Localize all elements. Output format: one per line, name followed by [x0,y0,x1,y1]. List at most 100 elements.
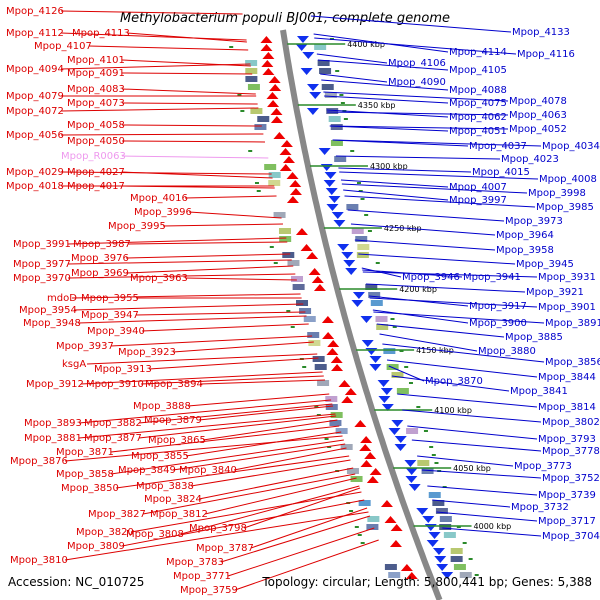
feature-dot [256,190,261,192]
forward-gene-block [282,252,295,258]
reverse-gene-block [376,324,389,330]
reverse-gene-arrow [361,340,374,347]
feature-dot [290,326,295,328]
gene-label-forward: Mpop_4113 [72,28,130,39]
gene-label-reverse: Mpop_3921 [526,287,584,298]
forward-gene-block [367,516,380,522]
gene-label-forward: Mpop_3954 [19,305,77,316]
reverse-gene-arrow [328,196,341,203]
feature-dot [429,446,434,448]
leader-line-reverse [432,499,511,508]
gene-label-forward: Mpop_4050 [67,136,125,147]
reverse-gene-arrow [295,44,308,51]
gene-label-reverse: Mpop_3973 [505,216,563,227]
reverse-gene-block [432,500,445,506]
reverse-gene-arrow [369,364,382,371]
right-label-leaders [310,15,545,537]
feature-dot [356,182,361,184]
reverse-gene-arrow [441,572,454,579]
gene-label-reverse: Mpop_3997 [449,195,507,206]
forward-gene-block [268,172,281,178]
leader-line-forward [64,511,369,561]
leader-line-reverse [323,91,509,102]
reverse-gene-block [391,372,404,378]
leader-line-forward [125,253,291,259]
feature-dot [340,102,345,104]
feature-dot [335,70,340,72]
leader-line-reverse [338,167,472,173]
reverse-gene-arrow [369,356,382,363]
forward-gene-block [287,260,300,266]
gene-label-forward: Mpop_3771 [173,571,231,582]
leader-line-forward [184,277,297,281]
leader-line-forward [204,477,357,515]
gene-label-forward: Mpop_4091 [67,68,125,79]
gene-label-forward: Mpop_3849 [118,465,176,476]
leader-line-forward [88,45,249,51]
leader-line-forward [199,379,325,385]
reverse-gene-block [396,388,409,394]
gene-label-forward: Mpop_4016 [130,193,188,204]
forward-gene-arrow [289,180,302,187]
leader-line-forward [121,499,365,547]
reverse-gene-block [328,116,341,122]
forward-gene-arrow [273,132,286,139]
tick-label: 4350 kbp [358,101,396,110]
leader-line-forward [78,399,332,424]
gene-label-reverse: Mpop_3931 [538,272,596,283]
backbone [280,29,443,600]
leader-line-reverse [335,155,501,160]
reverse-gene-arrow [404,460,417,467]
reverse-gene-arrow [365,348,378,355]
gene-label-forward: Mpop_4094 [6,64,64,75]
leader-line-forward [202,419,338,441]
reverse-gene-block [334,156,347,162]
reverse-gene-arrow [351,300,364,307]
gene-label-forward: Mpop_3913 [94,364,152,375]
forward-gene-arrow [321,316,334,323]
gene-label-reverse: Mpop_3778 [542,446,600,457]
map-title: Methylobacterium populi BJ001, complete … [120,11,450,26]
feature-dot [434,462,439,464]
leader-line-reverse [372,309,469,324]
reverse-gene-arrow [341,252,354,259]
forward-gene-block [303,316,316,322]
leader-line-reverse [332,139,542,147]
gene-label-reverse: Mpop_4037 [469,141,527,152]
forward-gene-arrow [380,500,393,507]
feature-dot [327,446,332,448]
forward-gene-arrow [261,60,274,67]
leader-line-forward [60,107,259,112]
reverse-gene-arrow [309,92,322,99]
leader-line-reverse [329,125,449,132]
gene-label-reverse: Mpop_4023 [501,154,559,165]
reverse-gene-block [459,572,472,578]
gene-label-reverse: Mpop_4116 [517,49,575,60]
gene-label-reverse: Mpop_3752 [542,473,600,484]
reverse-gene-block [439,516,452,522]
reverse-gene-block [330,124,343,130]
leader-line-forward [190,459,351,487]
leader-line-forward [121,72,253,75]
forward-gene-arrow [360,460,373,467]
gene-label-reverse: Mpop_4078 [509,96,567,107]
reverse-gene-block [319,68,332,74]
leader-line-reverse [320,73,388,83]
forward-gene-block [278,228,291,234]
reverse-gene-block [453,564,466,570]
gene-label-forward: Mpop_3877 [84,433,142,444]
gene-label-reverse: Mpop_3964 [496,230,554,241]
leader-line-forward [126,32,247,43]
gene-label-reverse: Mpop_3985 [536,202,594,213]
leader-line-forward [234,539,379,591]
leader-line-reverse [391,375,510,392]
gene-label-forward: Mpop_4101 [67,55,125,66]
forward-gene-arrow [267,100,280,107]
gene-label-forward: Mpop_3912 [26,379,84,390]
leader-line-forward [110,439,344,475]
reverse-gene-arrow [352,292,365,299]
reverse-gene-arrow [388,428,401,435]
reverse-gene-arrow [391,420,404,427]
leader-line-forward [121,102,258,105]
